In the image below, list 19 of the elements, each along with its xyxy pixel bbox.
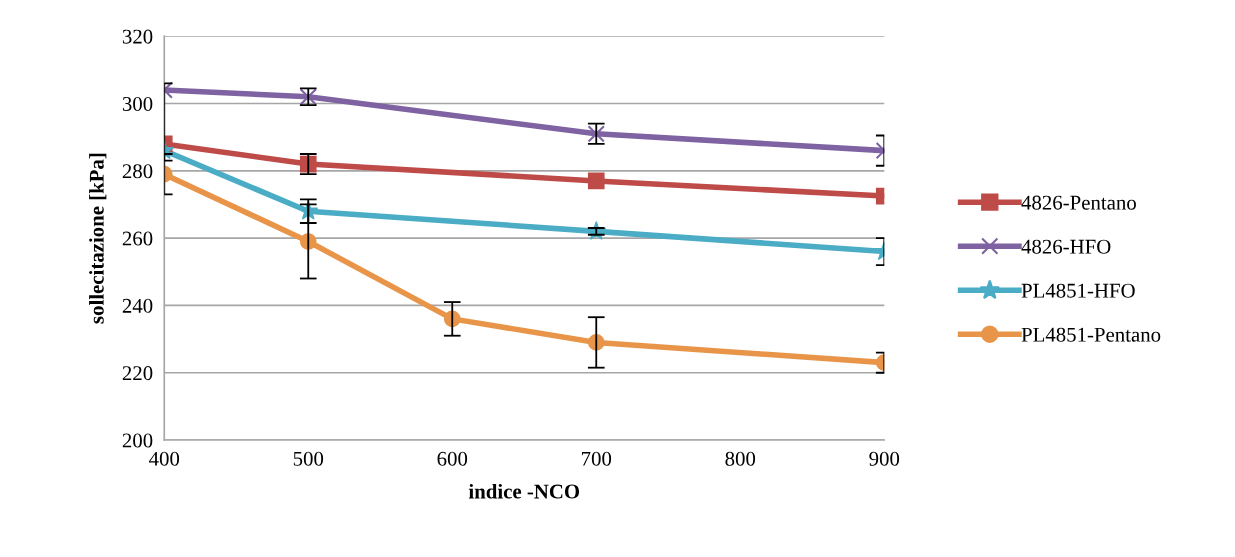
x-tick-label: 500: [293, 451, 324, 466]
y-tick-label: 220: [122, 366, 153, 381]
y-axis-title: sollecitazione [kPa]: [89, 153, 107, 324]
y-tick-label: 240: [122, 298, 153, 313]
legend-label: 4826-HFO: [1021, 239, 1111, 254]
x-tick-label: 800: [725, 451, 756, 466]
x-tick-label: 600: [437, 451, 468, 466]
y-tick-label: 280: [122, 164, 153, 179]
legend-label: PL4851-HFO: [1021, 283, 1135, 298]
y-tick-label: 300: [122, 96, 153, 111]
x-tick-label: 900: [869, 451, 900, 466]
y-tick-label: 200: [122, 433, 153, 448]
y-tick-label: 320: [122, 29, 153, 44]
legend-label: PL4851-Pentano: [1021, 327, 1161, 342]
legend-label: 4826-Pentano: [1021, 195, 1136, 210]
x-tick-label: 400: [149, 451, 180, 466]
y-tick-label: 260: [122, 231, 153, 246]
x-axis-title: indice -NCO: [468, 483, 580, 499]
x-tick-label: 700: [582, 451, 612, 466]
